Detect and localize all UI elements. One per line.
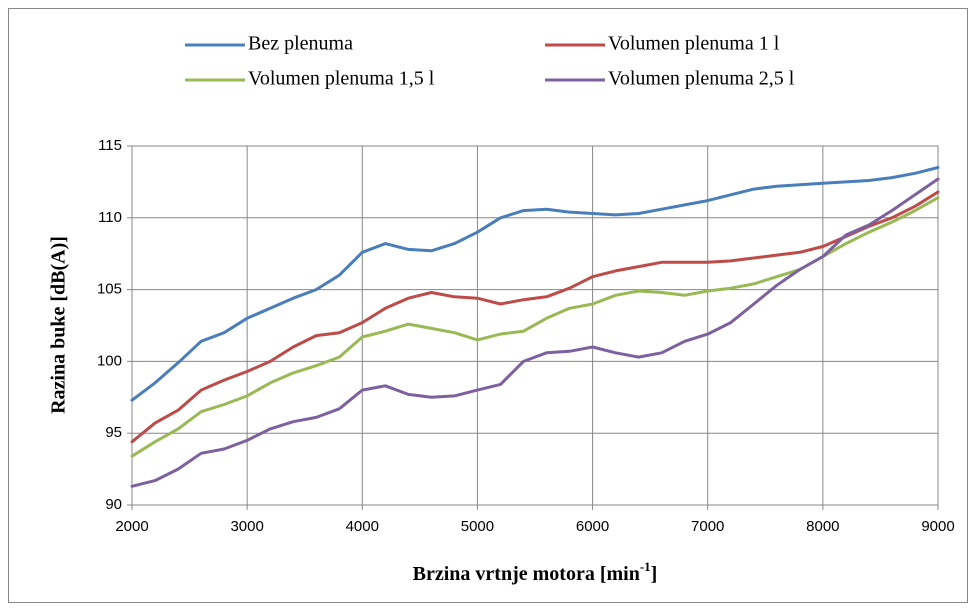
y-axis-label: Razina buke [dB(A)]	[48, 236, 70, 414]
x-axis-label-sup: -1	[640, 559, 651, 574]
y-tick-label: 110	[98, 209, 122, 226]
x-tick-label: 8000	[806, 518, 839, 535]
y-tick-label: 105	[97, 281, 122, 298]
y-tick-label: 115	[98, 137, 122, 154]
x-tick-label: 5000	[461, 518, 494, 535]
x-tick-label: 2000	[115, 518, 148, 535]
plot-border	[131, 145, 939, 506]
y-tick-label: 95	[105, 424, 122, 441]
y-tick-label: 90	[105, 496, 122, 513]
y-tick-label: 100	[97, 352, 122, 369]
x-axis-label-end: ]	[651, 563, 658, 585]
x-tick-label: 6000	[576, 518, 609, 535]
x-axis-label: Brzina vrtnje motora [min-1]	[413, 559, 658, 585]
x-tick-label: 7000	[691, 518, 724, 535]
legend-label: Volumen plenuma 1 l	[608, 33, 780, 55]
legend-label: Volumen plenuma 2,5 l	[608, 68, 795, 90]
x-axis-label-text: Brzina vrtnje motora [min	[413, 563, 640, 585]
x-tick-label: 4000	[346, 518, 379, 535]
x-tick-label: 9000	[921, 518, 954, 535]
series-line	[130, 166, 940, 402]
x-tick-label: 3000	[230, 518, 263, 535]
legend-label: Volumen plenuma 1,5 l	[248, 68, 435, 90]
series-line	[130, 177, 940, 488]
series-line	[130, 190, 940, 444]
chart-frame	[8, 8, 968, 603]
legend-label: Bez plenuma	[248, 33, 353, 55]
